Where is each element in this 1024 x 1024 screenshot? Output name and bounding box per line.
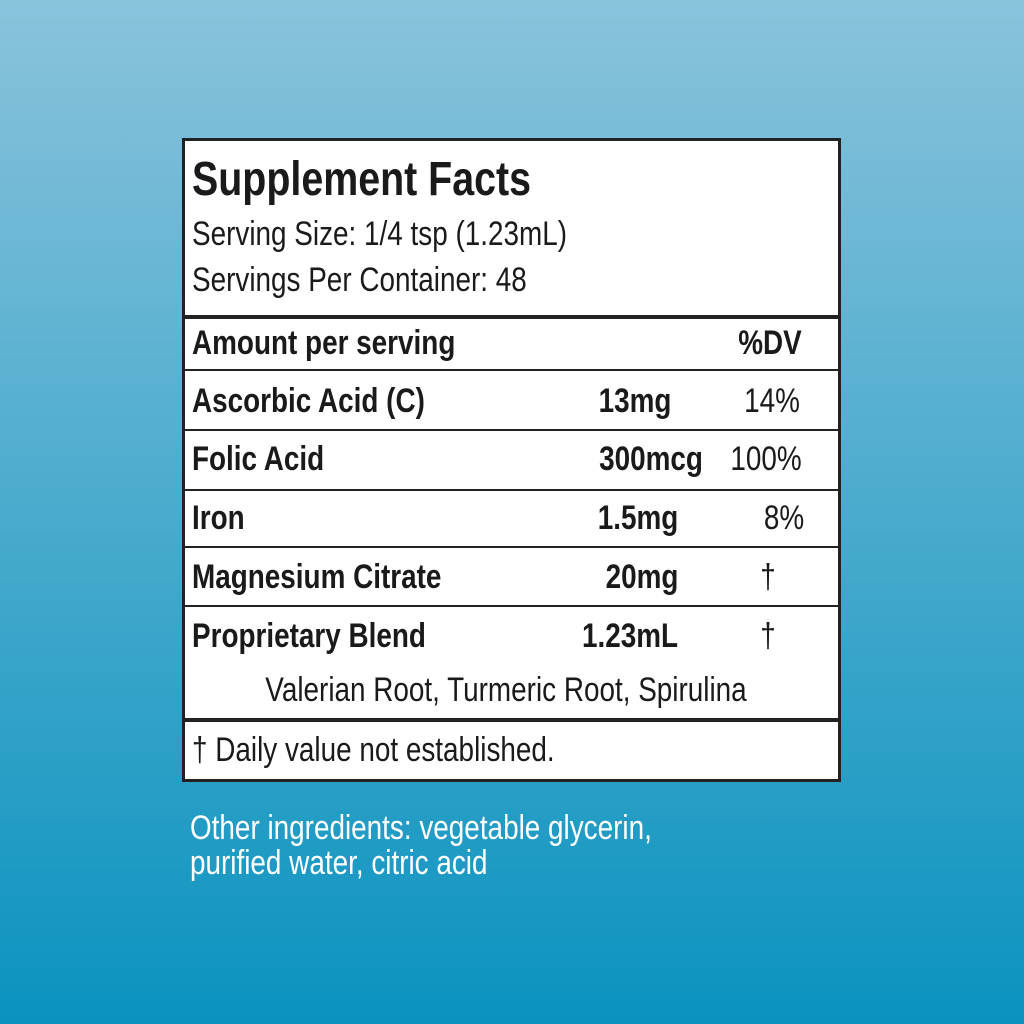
nutrient-amount: 13mg xyxy=(598,382,672,420)
nutrient-name: Magnesium Citrate xyxy=(192,558,442,596)
column-header: %DV xyxy=(738,324,802,362)
nutrient-name: Ascorbic Acid (C) xyxy=(192,382,425,420)
nutrient-dv: † xyxy=(760,617,776,655)
servings-per-container: Servings Per Container: 48 xyxy=(192,261,527,299)
nutrient-dv: 100% xyxy=(730,440,802,478)
divider xyxy=(182,369,841,371)
facts-panel xyxy=(182,138,841,782)
nutrient-name: Folic Acid xyxy=(192,440,325,478)
divider xyxy=(182,546,841,548)
other-ingredients: Other ingredients: vegetable glycerin, xyxy=(190,809,652,847)
nutrient-dv: 8% xyxy=(763,499,805,537)
divider xyxy=(182,718,841,722)
nutrient-amount: 20mg xyxy=(605,558,679,596)
nutrient-name: Proprietary Blend xyxy=(192,617,426,655)
blend-ingredients: Valerian Root, Turmeric Root, Spirulina xyxy=(265,671,747,709)
footnote: † Daily value not established. xyxy=(192,731,555,769)
nutrient-name: Iron xyxy=(192,499,245,537)
divider xyxy=(182,489,841,491)
other-ingredients: purified water, citric acid xyxy=(190,844,488,882)
nutrient-amount: 300mcg xyxy=(599,440,703,478)
title: Supplement Facts xyxy=(192,153,532,206)
nutrient-amount: 1.5mg xyxy=(597,499,679,537)
divider xyxy=(182,429,841,431)
divider xyxy=(182,605,841,607)
nutrient-dv: † xyxy=(760,558,776,596)
nutrient-amount: 1.23mL xyxy=(581,617,679,655)
nutrient-dv: 14% xyxy=(744,382,800,420)
serving-size: Serving Size: 1/4 tsp (1.23mL) xyxy=(192,215,568,253)
divider xyxy=(182,315,841,319)
column-header: Amount per serving xyxy=(192,324,456,362)
